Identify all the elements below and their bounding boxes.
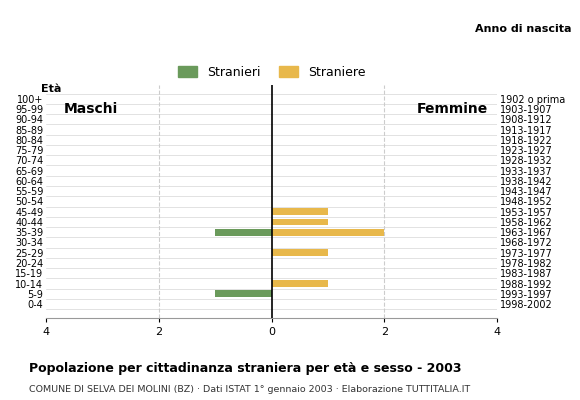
Bar	[215, 229, 271, 236]
Bar	[271, 229, 385, 236]
Text: Maschi: Maschi	[64, 102, 118, 116]
Text: Femmine: Femmine	[416, 102, 488, 116]
Bar	[271, 280, 328, 287]
Bar	[271, 249, 328, 256]
Text: Età: Età	[41, 84, 61, 94]
Bar	[215, 290, 271, 297]
Text: Popolazione per cittadinanza straniera per età e sesso - 2003: Popolazione per cittadinanza straniera p…	[29, 362, 462, 375]
Legend: Stranieri, Straniere: Stranieri, Straniere	[173, 61, 370, 84]
Text: Anno di nascita: Anno di nascita	[475, 24, 571, 34]
Text: COMUNE DI SELVA DEI MOLINI (BZ) · Dati ISTAT 1° gennaio 2003 · Elaborazione TUTT: COMUNE DI SELVA DEI MOLINI (BZ) · Dati I…	[29, 385, 470, 394]
Bar	[271, 218, 328, 225]
Bar	[271, 208, 328, 215]
